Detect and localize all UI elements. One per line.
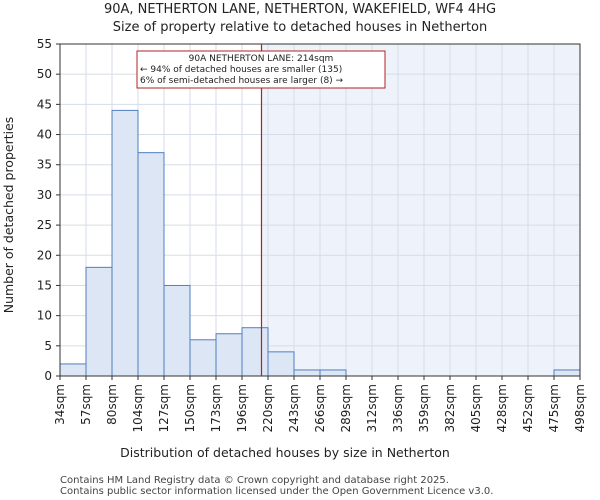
- x-tick-label: 452sqm: [521, 384, 535, 432]
- y-tick-label: 10: [37, 309, 52, 323]
- y-tick-label: 15: [37, 278, 52, 292]
- bar: [59, 363, 87, 377]
- x-tick-label: 405sqm: [469, 384, 483, 432]
- x-tick-label: 127sqm: [157, 384, 171, 432]
- x-tick-label: 289sqm: [339, 384, 353, 432]
- x-tick-label: 57sqm: [79, 384, 93, 425]
- bar: [163, 284, 191, 377]
- plot-area: 0 5 10 15 20 25 30 35 40 45 50 55 34sqm 57sqm 80sqm 104…: [37, 37, 587, 432]
- bar: [137, 152, 165, 377]
- x-tick-label: 220sqm: [261, 384, 275, 432]
- y-tick-label: 20: [37, 248, 52, 262]
- x-tick-label: 196sqm: [235, 384, 249, 432]
- x-tick-label: 243sqm: [287, 384, 301, 432]
- bar: [319, 369, 347, 377]
- larger-region-shading: [261, 44, 580, 376]
- bar: [215, 333, 243, 377]
- y-tick-label: 0: [44, 369, 52, 383]
- annotation-box: [136, 50, 386, 89]
- x-tick-label: 80sqm: [105, 384, 119, 425]
- y-tick-label: 50: [37, 67, 52, 81]
- x-tick-label: 150sqm: [183, 384, 197, 432]
- x-tick-label: 34sqm: [53, 384, 67, 425]
- x-tick-label: 336sqm: [391, 384, 405, 432]
- chart-title: 90A, NETHERTON LANE, NETHERTON, WAKEFIEL…: [104, 2, 496, 17]
- footer-line-1: Contains HM Land Registry data © Crown c…: [60, 475, 449, 486]
- x-tick-label: 498sqm: [573, 384, 587, 432]
- bar: [241, 327, 269, 377]
- bar: [85, 266, 113, 377]
- bar: [553, 369, 581, 377]
- y-axis-label: Number of detached properties: [1, 117, 16, 314]
- x-tick-label: 104sqm: [131, 384, 145, 432]
- y-tick-label: 40: [37, 128, 52, 142]
- bar: [111, 109, 139, 377]
- x-tick-label: 173sqm: [209, 384, 223, 432]
- annotation-smaller: ← 94% of detached houses are smaller (13…: [140, 65, 342, 75]
- y-tick-label: 55: [37, 37, 52, 51]
- bar: [189, 339, 217, 377]
- x-axis-label: Distribution of detached houses by size …: [120, 445, 450, 460]
- annotation-larger: 6% of semi-detached houses are larger (8…: [140, 76, 344, 86]
- x-tick-label: 382sqm: [443, 384, 457, 432]
- chart-subtitle: Size of property relative to detached ho…: [113, 20, 487, 35]
- y-tick-label: 35: [37, 158, 52, 172]
- annotation-title: 90A NETHERTON LANE: 214sqm: [189, 54, 334, 64]
- x-tick-label: 475sqm: [547, 384, 561, 432]
- x-tick-label: 428sqm: [495, 384, 509, 432]
- y-tick-label: 45: [37, 97, 52, 111]
- y-tick-label: 25: [37, 218, 52, 232]
- bar: [267, 351, 295, 377]
- x-tick-label: 312sqm: [365, 384, 379, 432]
- y-tick-label: 5: [44, 339, 52, 353]
- footer-line-2: Contains public sector information licen…: [60, 486, 493, 497]
- x-tick-label: 266sqm: [313, 384, 327, 432]
- y-tick-label: 30: [37, 188, 52, 202]
- x-tick-label: 359sqm: [417, 384, 431, 432]
- bar: [293, 369, 321, 377]
